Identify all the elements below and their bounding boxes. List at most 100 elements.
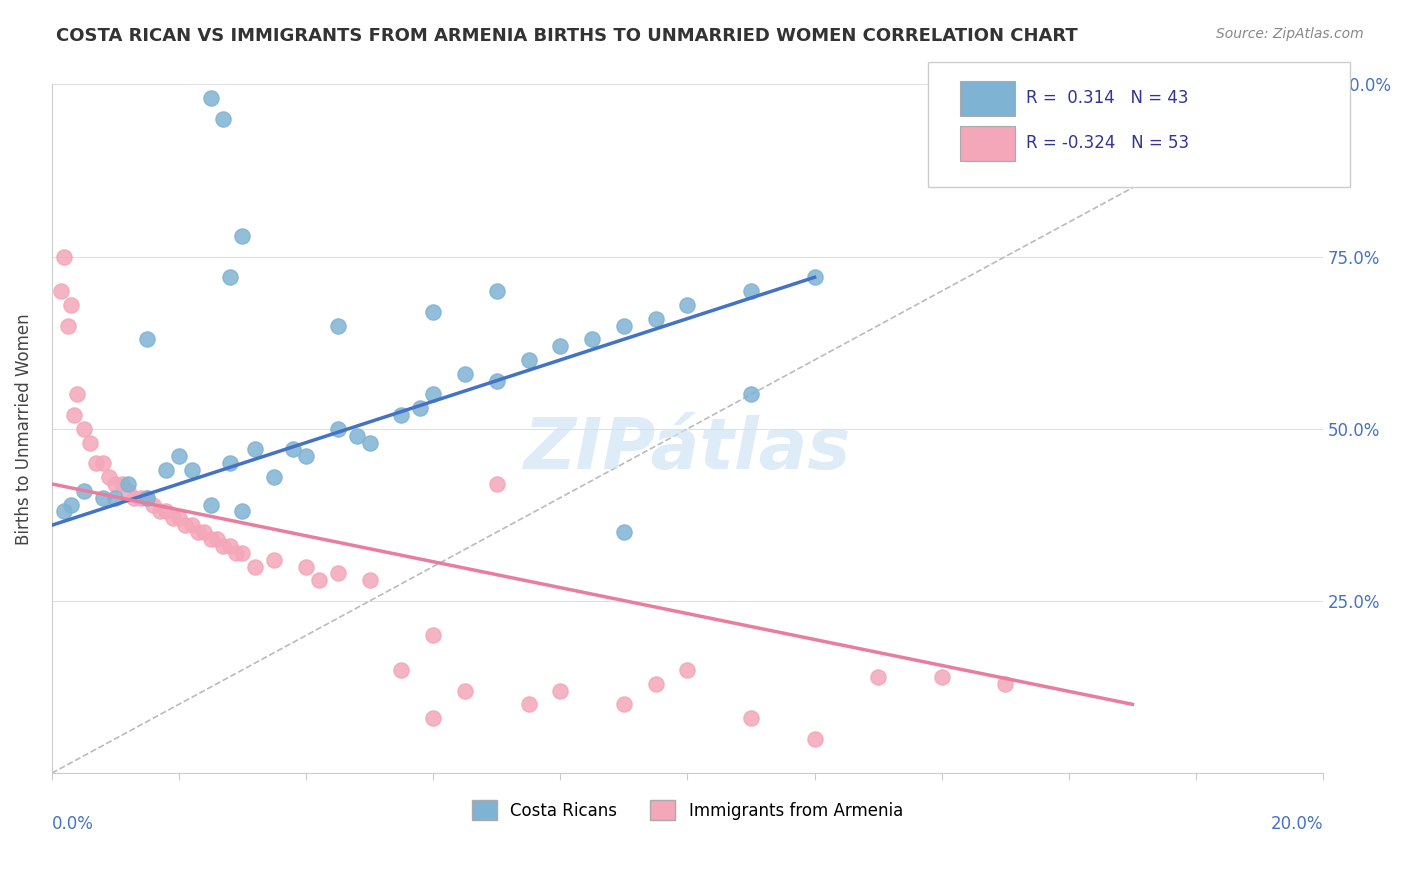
Text: 0.0%: 0.0% — [52, 814, 94, 832]
Point — [56, 318, 79, 333]
Point — [193, 525, 215, 540]
Point — [180, 463, 202, 477]
Point — [422, 387, 444, 401]
Point — [218, 456, 240, 470]
Point — [326, 422, 349, 436]
Point — [326, 318, 349, 333]
Point — [803, 270, 825, 285]
Point — [212, 112, 235, 126]
Text: R =  0.314   N = 43: R = 0.314 N = 43 — [1026, 89, 1189, 107]
Point — [581, 332, 603, 346]
Point — [231, 504, 253, 518]
Point — [91, 491, 114, 505]
Point — [231, 546, 253, 560]
Point — [613, 318, 636, 333]
Point — [200, 91, 222, 105]
Point — [803, 731, 825, 746]
Point — [167, 450, 190, 464]
Point — [283, 442, 305, 457]
Point — [136, 491, 159, 505]
Point — [180, 518, 202, 533]
Point — [644, 311, 666, 326]
Point — [162, 511, 184, 525]
Point — [91, 456, 114, 470]
Point — [212, 539, 235, 553]
Point — [359, 435, 381, 450]
Point — [59, 498, 82, 512]
Point — [117, 483, 139, 498]
Point — [187, 525, 209, 540]
Point — [111, 477, 134, 491]
Text: COSTA RICAN VS IMMIGRANTS FROM ARMENIA BIRTHS TO UNMARRIED WOMEN CORRELATION CHA: COSTA RICAN VS IMMIGRANTS FROM ARMENIA B… — [56, 27, 1078, 45]
Point — [263, 470, 285, 484]
Point — [72, 483, 94, 498]
Point — [129, 491, 152, 505]
Point — [231, 229, 253, 244]
Point — [66, 387, 89, 401]
Point — [200, 532, 222, 546]
Point — [409, 401, 432, 416]
Point — [205, 532, 228, 546]
Point — [740, 284, 762, 298]
Point — [454, 367, 477, 381]
Point — [550, 339, 572, 353]
Point — [97, 470, 120, 484]
Point — [104, 491, 127, 505]
Point — [263, 552, 285, 566]
Point — [308, 574, 330, 588]
Point — [389, 663, 412, 677]
Point — [295, 559, 318, 574]
Point — [868, 670, 890, 684]
Point — [613, 698, 636, 712]
Point — [51, 284, 73, 298]
Y-axis label: Births to Unmarried Women: Births to Unmarried Women — [15, 313, 32, 545]
Point — [142, 498, 165, 512]
Point — [155, 463, 177, 477]
Point — [326, 566, 349, 581]
Text: Source: ZipAtlas.com: Source: ZipAtlas.com — [1216, 27, 1364, 41]
Point — [931, 670, 953, 684]
Point — [79, 435, 101, 450]
Point — [53, 250, 76, 264]
Point — [84, 456, 107, 470]
Point — [149, 504, 172, 518]
Text: ZIPátlas: ZIPátlas — [524, 415, 851, 484]
Point — [104, 477, 127, 491]
Point — [136, 491, 159, 505]
Point — [174, 518, 197, 533]
Point — [136, 332, 159, 346]
Point — [389, 408, 412, 422]
Point — [243, 442, 266, 457]
Point — [454, 683, 477, 698]
Point — [359, 574, 381, 588]
Point — [644, 676, 666, 690]
Point — [517, 698, 540, 712]
Point — [63, 408, 86, 422]
Point — [124, 491, 146, 505]
Text: 20.0%: 20.0% — [1271, 814, 1323, 832]
Point — [613, 525, 636, 540]
Point — [994, 676, 1017, 690]
Text: R = -0.324   N = 53: R = -0.324 N = 53 — [1026, 134, 1189, 152]
Point — [676, 663, 699, 677]
Point — [72, 422, 94, 436]
Point — [218, 539, 240, 553]
Point — [117, 477, 139, 491]
Point — [155, 504, 177, 518]
Point — [550, 683, 572, 698]
Point — [422, 628, 444, 642]
Point — [225, 546, 247, 560]
Legend: Costa Ricans, Immigrants from Armenia: Costa Ricans, Immigrants from Armenia — [465, 793, 910, 827]
Point — [200, 498, 222, 512]
Point — [422, 711, 444, 725]
Point — [422, 304, 444, 318]
Point — [53, 504, 76, 518]
Point — [59, 298, 82, 312]
Point — [517, 353, 540, 368]
Point — [485, 284, 508, 298]
Point — [218, 270, 240, 285]
Point — [485, 477, 508, 491]
Point — [740, 387, 762, 401]
Point — [485, 374, 508, 388]
Point — [346, 428, 368, 442]
